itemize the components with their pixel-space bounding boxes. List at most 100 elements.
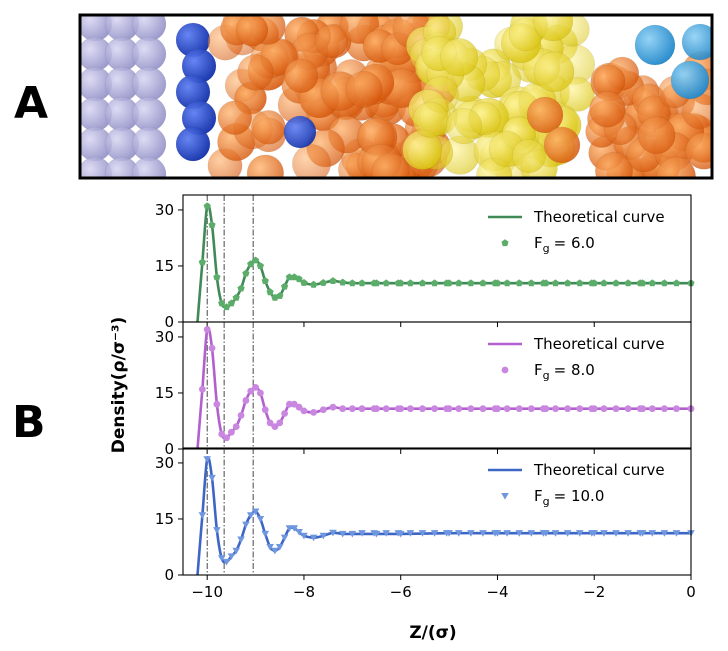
data-point (443, 279, 451, 287)
data-point (370, 405, 378, 413)
fluid-particle (412, 101, 449, 138)
data-point (454, 530, 463, 537)
data-point (247, 387, 255, 395)
data-point (455, 279, 463, 287)
data-point (232, 423, 240, 430)
data-point (527, 530, 536, 537)
data-point (198, 258, 206, 266)
legend-label-curve: Theoretical curve (533, 335, 665, 353)
legend-marker-swatch (501, 366, 509, 374)
data-point (552, 405, 559, 413)
data-point (382, 405, 390, 413)
legend-label-curve: Theoretical curve (533, 208, 665, 226)
snapshot-frame (78, 13, 714, 180)
y-tick-label: 15 (155, 384, 174, 402)
data-point (467, 530, 475, 537)
legend-label-curve: Theoretical curve (533, 461, 665, 479)
data-point (247, 260, 255, 268)
data-point (237, 411, 245, 419)
data-point (406, 530, 415, 537)
data-point (467, 405, 475, 413)
x-tick-label: −6 (390, 583, 412, 601)
data-point (257, 389, 264, 397)
data-point (539, 279, 548, 287)
data-point (382, 530, 390, 537)
fluid-particle (595, 151, 633, 178)
y-tick-label: 30 (155, 454, 174, 472)
data-point (612, 405, 620, 413)
data-point (348, 405, 356, 413)
data-point (203, 326, 211, 333)
wall-particle (131, 36, 167, 72)
data-point (329, 403, 337, 411)
data-point (443, 405, 451, 413)
data-point (491, 279, 499, 287)
data-point (251, 508, 260, 516)
molecular-snapshot (78, 13, 714, 180)
data-point (285, 525, 294, 532)
fluid-particle (543, 126, 581, 164)
fluid-particle (235, 15, 269, 47)
data-point (588, 405, 596, 413)
data-point (310, 408, 318, 416)
data-point (672, 279, 681, 287)
y-tick-label: 30 (155, 201, 174, 219)
data-point (479, 405, 487, 413)
data-point (295, 275, 303, 283)
legend-label-markers: Fg = 6.0 (534, 234, 595, 255)
x-tick-label: −2 (583, 583, 605, 601)
data-point (648, 279, 656, 287)
data-point (394, 405, 402, 413)
data-point (198, 385, 206, 393)
legend-marker-swatch (501, 239, 509, 247)
data-point (442, 530, 451, 537)
data-point (370, 530, 378, 537)
fluid-particle (284, 58, 319, 93)
data-point (309, 534, 318, 542)
data-point (406, 405, 414, 413)
data-point (286, 400, 293, 408)
fluid-particle (526, 96, 564, 134)
data-point (358, 405, 366, 413)
data-point (208, 474, 216, 482)
legend-label-markers: Fg = 8.0 (534, 361, 595, 382)
data-point (648, 405, 656, 413)
data-point (600, 405, 608, 413)
fluid-particle (681, 23, 712, 61)
legend: Theoretical curve Fg = 10.0 (488, 461, 665, 508)
wall-particle (131, 66, 167, 102)
fluid-particle (634, 24, 676, 66)
data-point (455, 405, 463, 413)
y-tick-label: 0 (164, 566, 174, 584)
data-point (418, 530, 427, 537)
data-point (203, 456, 211, 463)
legend: Theoretical curve Fg = 6.0 (488, 208, 665, 255)
data-point (624, 405, 632, 413)
data-point (576, 279, 584, 287)
data-point (319, 406, 327, 414)
data-point (217, 555, 226, 562)
data-point (600, 530, 608, 537)
data-point (295, 529, 303, 536)
data-point (503, 530, 511, 537)
data-point (660, 530, 669, 537)
data-point (300, 532, 308, 540)
x-axis-label: Z/(σ) (409, 623, 456, 643)
simulation-markers (198, 456, 695, 566)
data-point (551, 279, 560, 287)
fluid-particle (533, 51, 575, 93)
data-point (479, 279, 487, 287)
fluid-particle (345, 70, 383, 108)
simulation-markers (198, 326, 695, 442)
data-point (418, 279, 427, 287)
data-point (203, 202, 211, 210)
data-point (242, 521, 250, 529)
data-point (266, 419, 274, 427)
data-point (636, 405, 644, 413)
y-tick-label: 15 (155, 257, 174, 275)
data-point (612, 530, 620, 537)
data-point (348, 279, 356, 287)
data-point (227, 299, 235, 307)
data-point (636, 279, 644, 287)
data-point (339, 405, 347, 413)
